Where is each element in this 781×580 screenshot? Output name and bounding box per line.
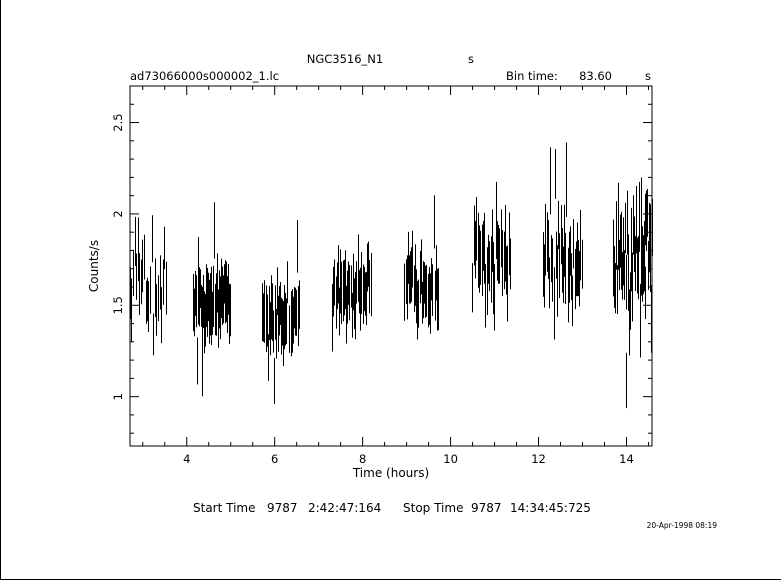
start-day-value: 9787: [267, 501, 298, 515]
x-tick-label: 14: [619, 452, 634, 466]
start-time-value: 2:42:47:164: [308, 501, 381, 515]
stop-time-label: Stop Time: [403, 501, 463, 515]
left-border-line: [0, 0, 1, 580]
y-tick-label: 2: [111, 210, 125, 217]
y-tick-label: 1.5: [111, 296, 125, 314]
y-tick-label: 2.5: [111, 113, 125, 131]
x-axis-ticks: 4 6 8 10 12 14: [142, 86, 649, 466]
file-name-label: ad73066000s000002_1.lc: [130, 69, 279, 83]
object-name-title: NGC3516_N1: [307, 52, 383, 66]
y-tick-label: 1: [111, 393, 125, 400]
x-tick-label: 12: [531, 452, 546, 466]
bin-time-value: 83.60: [579, 69, 612, 83]
x-tick-label: 10: [443, 452, 458, 466]
start-time-label: Start Time: [193, 501, 256, 515]
x-tick-label: 8: [359, 452, 366, 466]
x-tick-label: 4: [183, 452, 190, 466]
object-unit-label: s: [468, 52, 474, 66]
stop-time-value: 14:34:45:725: [510, 501, 591, 515]
print-date-label: 20-Apr-1998 08:19: [647, 521, 718, 530]
bin-time-label: Bin time:: [506, 69, 558, 83]
x-axis-label: Time (hours): [352, 466, 429, 480]
bin-time-unit: s: [645, 69, 651, 83]
plot-frame: [129, 85, 653, 447]
stop-day-value: 9787: [471, 501, 502, 515]
data-series: [130, 142, 653, 409]
x-tick-label: 6: [271, 452, 278, 466]
y-axis-label: Counts/s: [87, 240, 101, 292]
